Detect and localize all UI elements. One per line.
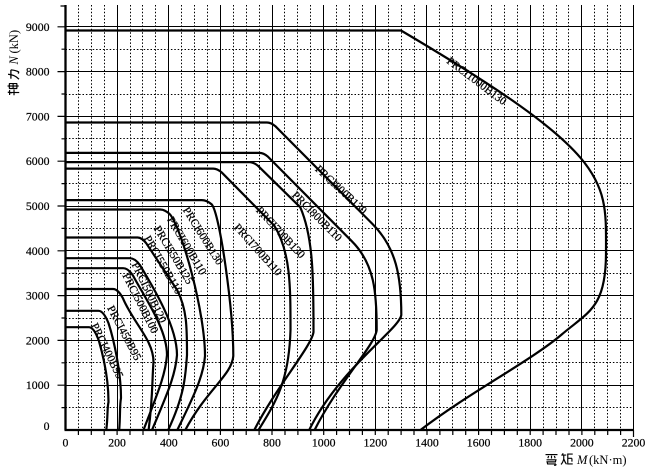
svg-text:4000: 4000 <box>26 244 50 258</box>
svg-text:M: M <box>576 453 588 467</box>
svg-text:1000: 1000 <box>312 436 336 450</box>
svg-text:1800: 1800 <box>518 436 542 450</box>
svg-text:3000: 3000 <box>26 289 50 303</box>
svg-text:(kN): (kN) <box>7 30 21 54</box>
svg-text:1600: 1600 <box>467 436 491 450</box>
svg-text:2000: 2000 <box>570 436 594 450</box>
svg-text:8000: 8000 <box>26 65 50 79</box>
svg-text:6000: 6000 <box>26 154 50 168</box>
svg-text:200: 200 <box>108 436 126 450</box>
svg-text:7000: 7000 <box>26 109 50 123</box>
svg-text:400: 400 <box>160 436 178 450</box>
svg-text:1000: 1000 <box>26 378 50 392</box>
svg-text:(kN·m): (kN·m) <box>589 453 627 467</box>
svg-text:9000: 9000 <box>26 20 50 34</box>
svg-text:2000: 2000 <box>26 333 50 347</box>
svg-text:0: 0 <box>63 436 69 450</box>
svg-text:0: 0 <box>44 419 50 433</box>
svg-text:1200: 1200 <box>364 436 388 450</box>
svg-text:N: N <box>7 56 21 66</box>
svg-text:2200: 2200 <box>622 436 646 450</box>
svg-text:1400: 1400 <box>415 436 439 450</box>
svg-text:600: 600 <box>212 436 230 450</box>
svg-text:5000: 5000 <box>26 199 50 213</box>
svg-text:800: 800 <box>263 436 281 450</box>
